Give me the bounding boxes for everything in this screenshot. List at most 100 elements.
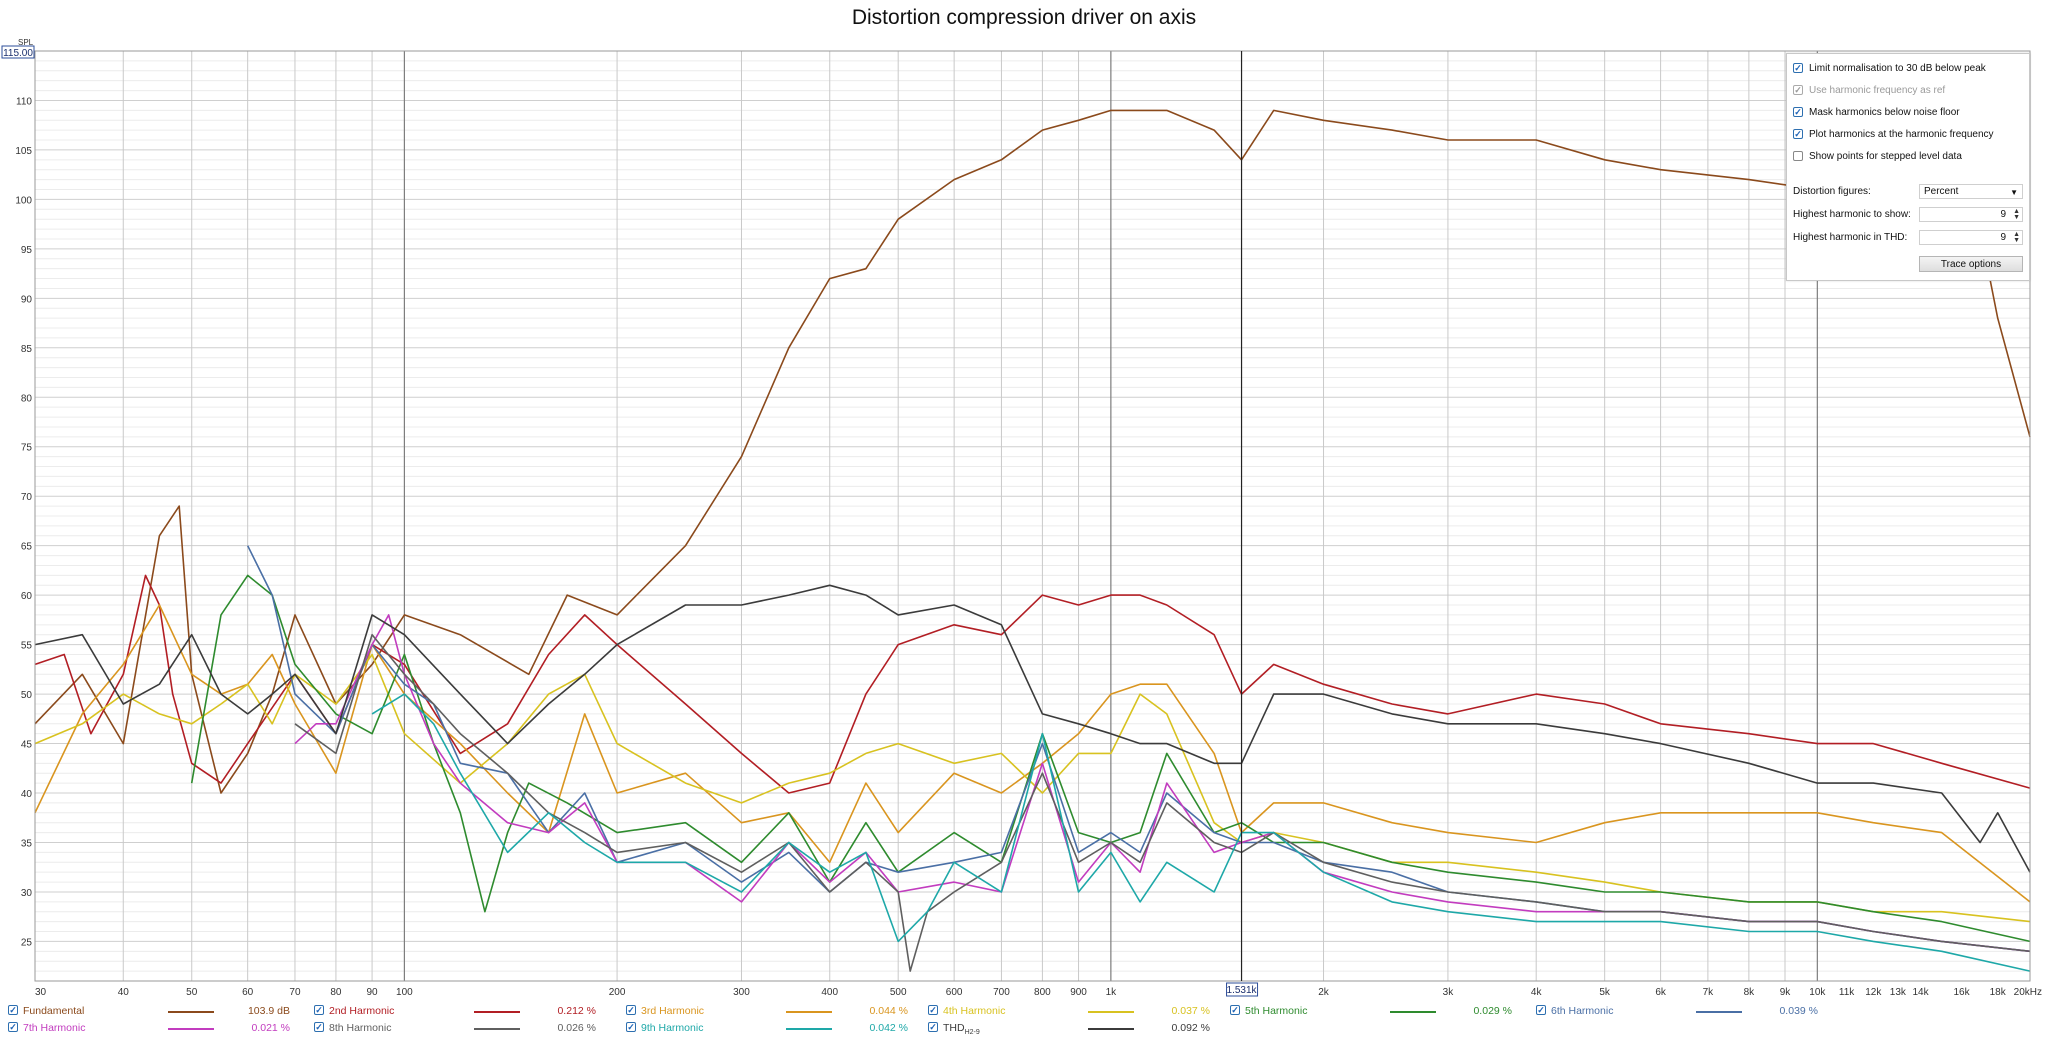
chart-title: Distortion compression driver on axis xyxy=(851,6,1197,29)
option-label: Plot harmonics at the harmonic frequency xyxy=(1809,128,1994,140)
legend-checkbox[interactable] xyxy=(626,1005,636,1015)
legend: Fundamental 103.9 dB 2nd Harmonic 0.212 % 3r… xyxy=(0,1003,2048,1042)
legend-label: 7th Harmonic xyxy=(23,1022,86,1034)
x-tick-label: 14k xyxy=(1913,987,1930,998)
chevron-down-icon: ▼ xyxy=(2010,188,2018,197)
x-tick-label: 60 xyxy=(242,987,254,998)
select-value: Percent xyxy=(1924,186,1959,197)
x-tick-label: 40 xyxy=(118,987,130,998)
option-plot-harmonics[interactable]: Plot harmonics at the harmonic frequency xyxy=(1793,127,1994,141)
x-tick-label: 500 xyxy=(890,987,907,998)
legend-value: 0.039 % xyxy=(1779,1005,1818,1017)
options-panel: Limit normalisation to 30 dB below peak … xyxy=(1786,53,2030,281)
x-tick-label: 400 xyxy=(821,987,838,998)
legend-checkbox[interactable] xyxy=(928,1022,938,1032)
legend-checkbox[interactable] xyxy=(626,1022,636,1032)
legend-checkbox[interactable] xyxy=(8,1022,18,1032)
legend-item-9th-harmonic[interactable]: 9th Harmonic 0.042 % xyxy=(626,1020,926,1036)
series-line-4th-harmonic xyxy=(34,653,2031,923)
x-tick-label: 70 xyxy=(289,987,301,998)
y-readout-box xyxy=(1,45,35,59)
highest-show-spinner[interactable]: 9 ▲ ▼ xyxy=(1919,207,2023,222)
legend-item-8th-harmonic[interactable]: 8th Harmonic 0.026 % xyxy=(314,1020,614,1036)
legend-swatch xyxy=(1088,1028,1134,1030)
legend-label: 6th Harmonic xyxy=(1551,1005,1614,1017)
y-tick-label: 80 xyxy=(21,393,33,404)
legend-item-thd[interactable]: THDH2-9 0.092 % xyxy=(928,1020,1228,1036)
option-mask-harmonics[interactable]: Mask harmonics below noise floor xyxy=(1793,105,1960,119)
x-tick-label: 30 xyxy=(35,987,47,998)
option-limit-normalisation[interactable]: Limit normalisation to 30 dB below peak xyxy=(1793,61,1986,75)
x-tick-label: 2k xyxy=(1318,987,1330,998)
legend-checkbox[interactable] xyxy=(1536,1005,1546,1015)
cursor-readout-box xyxy=(1226,982,1259,997)
y-tick-label: 95 xyxy=(21,245,33,256)
x-tick-label: 16k xyxy=(1953,987,1970,998)
legend-item-2nd-harmonic[interactable]: 2nd Harmonic 0.212 % xyxy=(314,1003,614,1019)
y-tick-label: 55 xyxy=(21,641,33,652)
distortion-figures-select[interactable]: Percent ▼ xyxy=(1919,184,2023,199)
x-tick-label: 1k xyxy=(1106,987,1118,998)
x-tick-label: 90 xyxy=(367,987,379,998)
x-tick-label: 9k xyxy=(1780,987,1792,998)
y-tick-label: 25 xyxy=(21,937,33,948)
legend-label-subscript: H2-9 xyxy=(964,1029,980,1036)
axes-layer: 25 30 35 40 45 50 55 60 65 70 75 80 85 90 95 100 105 110 S… xyxy=(1,38,2042,998)
y-tick-label: 90 xyxy=(21,294,33,305)
plot-frame xyxy=(34,50,2031,982)
x-tick-label: 50 xyxy=(186,987,198,998)
legend-item-3rd-harmonic[interactable]: 3rd Harmonic 0.044 % xyxy=(626,1003,926,1019)
y-tick-label: 65 xyxy=(21,542,33,553)
x-tick-label: 100 xyxy=(396,987,413,998)
legend-label: THDH2-9 xyxy=(943,1022,980,1036)
x-tick-label: 6k xyxy=(1655,987,1667,998)
spinner-arrows-icon[interactable]: ▲ ▼ xyxy=(2013,208,2020,221)
option-label: Use harmonic frequency as ref xyxy=(1809,84,1946,96)
legend-checkbox[interactable] xyxy=(314,1005,324,1015)
spinner-arrows-icon[interactable]: ▲ ▼ xyxy=(2013,231,2020,244)
x-tick-label: 4k xyxy=(1531,987,1543,998)
option-show-points[interactable]: Show points for stepped level data xyxy=(1793,149,1962,163)
legend-item-4th-harmonic[interactable]: 4th Harmonic 0.037 % xyxy=(928,1003,1228,1019)
series-line-2nd-harmonic xyxy=(34,574,2031,794)
legend-checkbox[interactable] xyxy=(314,1022,324,1032)
legend-value: 0.021 % xyxy=(251,1022,290,1034)
option-label: Show points for stepped level data xyxy=(1809,150,1962,162)
y-tick-label: 105 xyxy=(15,146,32,157)
legend-checkbox[interactable] xyxy=(8,1005,18,1015)
x-tick-label: 8k xyxy=(1744,987,1756,998)
option-use-harmonic-frequency: Use harmonic frequency as ref xyxy=(1793,83,1945,97)
x-tick-label: 600 xyxy=(946,987,963,998)
series-line-3rd-harmonic xyxy=(34,604,2031,903)
checkbox-show-points[interactable] xyxy=(1793,151,1803,161)
y-tick-label: 60 xyxy=(21,591,33,602)
distortion-chart[interactable]: 25 30 35 40 45 50 55 60 65 70 75 80 85 90 95 100 105 110 S… xyxy=(0,0,2048,1003)
legend-checkbox[interactable] xyxy=(928,1005,938,1015)
series-layer xyxy=(34,109,2031,972)
x-tick-label: 200 xyxy=(609,987,626,998)
legend-checkbox[interactable] xyxy=(1230,1005,1240,1015)
legend-swatch xyxy=(786,1011,832,1013)
option-label: Mask harmonics below noise floor xyxy=(1809,106,1960,118)
spinner-value: 9 xyxy=(2000,232,2006,243)
checkbox-limit-normalisation[interactable] xyxy=(1793,63,1803,73)
x-tick-label: 700 xyxy=(993,987,1010,998)
legend-item-7th-harmonic[interactable]: 7th Harmonic 0.021 % xyxy=(8,1020,308,1036)
y-tick-label: 110 xyxy=(16,96,32,107)
legend-item-5th-harmonic[interactable]: 5th Harmonic 0.029 % xyxy=(1230,1003,1530,1019)
y-tick-label: 70 xyxy=(21,492,33,503)
legend-item-fundamental[interactable]: Fundamental 103.9 dB xyxy=(8,1003,308,1019)
series-line-thd xyxy=(34,584,2031,873)
legend-value: 0.037 % xyxy=(1171,1005,1210,1017)
legend-label: 5th Harmonic xyxy=(1245,1005,1308,1017)
legend-value: 0.026 % xyxy=(557,1022,596,1034)
legend-label: 9th Harmonic xyxy=(641,1022,704,1034)
checkbox-plot-harmonics[interactable] xyxy=(1793,129,1803,139)
legend-item-6th-harmonic[interactable]: 6th Harmonic 0.039 % xyxy=(1536,1003,1836,1019)
checkbox-mask-harmonics[interactable] xyxy=(1793,107,1803,117)
y-tick-label: 45 xyxy=(21,740,33,751)
y-tick-label: 85 xyxy=(21,344,33,355)
legend-label: 4th Harmonic xyxy=(943,1005,1006,1017)
highest-thd-spinner[interactable]: 9 ▲ ▼ xyxy=(1919,230,2023,245)
trace-options-button[interactable]: Trace options xyxy=(1919,256,2023,272)
